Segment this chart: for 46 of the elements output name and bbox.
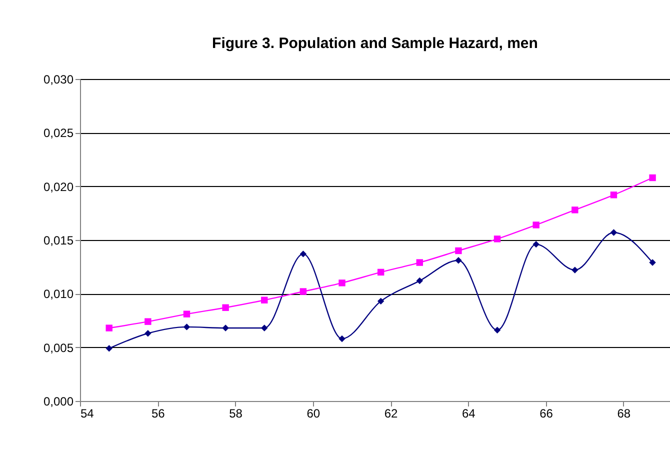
x-tick-label: 56 (151, 406, 166, 420)
point (144, 330, 152, 337)
point (494, 326, 501, 334)
point (455, 257, 462, 264)
point (572, 206, 578, 214)
point (377, 298, 384, 305)
point (222, 324, 229, 332)
point (532, 240, 540, 248)
point (300, 288, 307, 295)
point (300, 250, 307, 258)
x-tick-label: 62 (384, 406, 398, 420)
y-tick-label: 0,030 (43, 72, 74, 86)
y-tick-label: 0,025 (43, 126, 74, 140)
y-tick-label: 0,000 (43, 394, 74, 408)
point (338, 335, 346, 342)
point (377, 268, 384, 276)
point (416, 259, 423, 266)
chart-title: Figure 3. Population and Sample Hazard, men (212, 35, 538, 52)
point (144, 318, 152, 325)
point (106, 324, 112, 332)
point (610, 192, 618, 198)
y-tick-label: 0,010 (43, 287, 74, 302)
point (183, 310, 190, 318)
point (416, 277, 423, 284)
x-tick-label: 60 (306, 406, 320, 420)
x-tick-label: 64 (462, 406, 476, 420)
point (494, 236, 501, 242)
point (649, 259, 656, 266)
y-tick-label: 0,015 (43, 234, 74, 248)
point (649, 174, 656, 182)
point (532, 222, 540, 228)
x-tick-label: 66 (540, 406, 554, 420)
point (222, 304, 229, 311)
point (106, 345, 112, 352)
y-tick-label: 0,005 (43, 340, 74, 355)
point (610, 229, 618, 236)
point (455, 247, 462, 254)
point (261, 296, 268, 304)
point (572, 266, 578, 274)
point (183, 324, 190, 330)
y-tick-label: 0,020 (43, 180, 74, 194)
x-tick-label: 58 (229, 406, 243, 420)
x-tick-label: 68 (617, 406, 631, 420)
x-tick-label: 54 (80, 406, 94, 420)
point (261, 324, 268, 332)
point (338, 280, 346, 286)
